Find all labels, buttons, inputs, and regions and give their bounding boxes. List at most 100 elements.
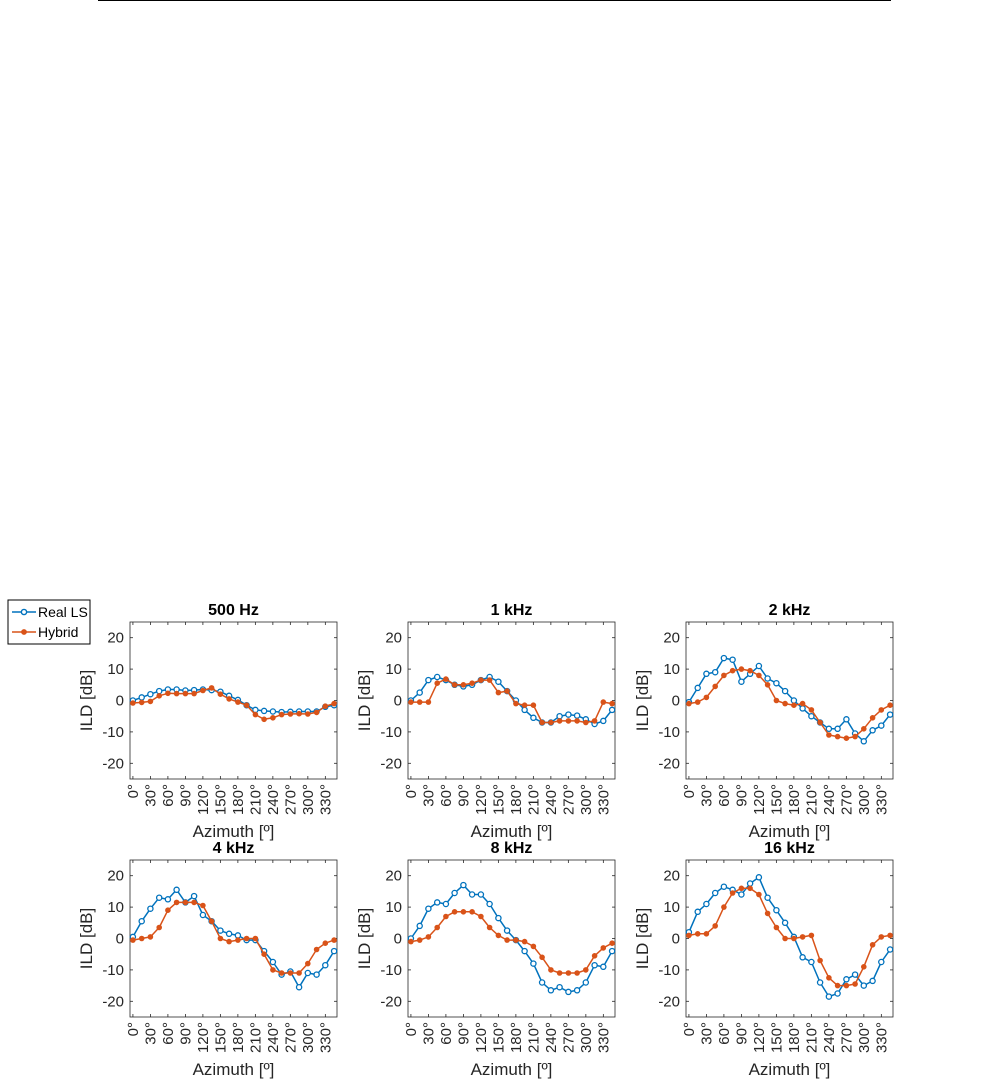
point-hybrid (130, 700, 136, 706)
point-real-ls (313, 971, 320, 978)
x-tick-label: 90° (455, 784, 472, 807)
point-hybrid (416, 699, 423, 705)
x-tick-label: 270° (282, 784, 299, 815)
x-tick-label: 270° (282, 1022, 299, 1053)
point-hybrid (261, 951, 267, 958)
point-hybrid (808, 707, 815, 713)
point-hybrid (416, 937, 423, 943)
point-real-ls (886, 711, 894, 718)
point-hybrid (182, 899, 189, 906)
x-tick-label: 150° (212, 1022, 229, 1053)
point-hybrid (703, 931, 710, 937)
y-axis-label: ILD [dB] (355, 908, 374, 969)
point-hybrid (469, 680, 475, 687)
point-hybrid (331, 937, 337, 943)
point-real-ls (755, 874, 763, 881)
point-hybrid (138, 699, 145, 706)
point-hybrid (408, 699, 414, 705)
point-real-ls (799, 954, 806, 961)
point-hybrid (548, 967, 554, 973)
x-tick-label: 60° (160, 1022, 177, 1045)
x-axis-label: Azimuth [º] (749, 822, 831, 841)
y-tick-label: -10 (658, 962, 680, 979)
point-hybrid (600, 945, 607, 951)
point-hybrid (504, 688, 510, 694)
x-tick-label: 90° (733, 1022, 750, 1045)
point-hybrid (287, 711, 294, 717)
point-hybrid (721, 904, 727, 910)
y-tick-label: -10 (380, 962, 402, 979)
point-real-ls (486, 900, 493, 908)
top-rule (98, 0, 891, 1)
x-tick-label: 60° (160, 784, 177, 807)
point-real-ls (260, 707, 268, 715)
point-hybrid (799, 700, 806, 707)
point-hybrid (296, 710, 302, 717)
point-hybrid (609, 700, 615, 707)
point-hybrid (609, 940, 615, 947)
point-real-ls (147, 905, 154, 912)
point-real-ls (155, 687, 163, 695)
x-tick-label: 240° (821, 1022, 838, 1053)
point-real-ls (591, 961, 598, 969)
point-hybrid (434, 680, 441, 687)
point-hybrid (200, 687, 206, 694)
point-hybrid (460, 909, 467, 915)
point-hybrid (270, 967, 276, 973)
y-tick-label: -20 (102, 993, 124, 1010)
x-tick-label: 0° (681, 1022, 698, 1036)
x-axis-label: Azimuth [º] (193, 822, 275, 841)
point-real-ls (304, 969, 312, 977)
y-tick-label: -10 (102, 724, 124, 741)
point-real-ls (234, 932, 242, 939)
point-real-ls (790, 697, 798, 704)
panel-title: 4 kHz (213, 840, 255, 857)
point-real-ls (573, 987, 581, 994)
point-hybrid (843, 982, 850, 989)
point-hybrid (156, 924, 162, 931)
x-tick-label: 210° (525, 1022, 542, 1053)
point-hybrid (852, 733, 858, 740)
x-tick-label: 90° (455, 1022, 472, 1045)
point-hybrid (843, 735, 850, 742)
point-hybrid (565, 970, 572, 976)
y-tick-label: 20 (663, 868, 680, 885)
point-real-ls (199, 911, 207, 919)
point-hybrid (756, 672, 762, 679)
y-axis-label: ILD [dB] (77, 908, 96, 969)
point-real-ls (433, 673, 441, 681)
point-real-ls (738, 678, 745, 685)
point-real-ls (799, 705, 806, 712)
point-hybrid (747, 667, 753, 674)
point-real-ls (295, 983, 303, 991)
point-hybrid (443, 676, 449, 682)
point-hybrid (313, 946, 320, 953)
x-tick-label: 330° (873, 784, 890, 815)
point-hybrid (305, 711, 311, 717)
x-tick-label: 240° (543, 784, 560, 815)
point-real-ls (711, 668, 719, 676)
point-hybrid (712, 683, 719, 690)
point-real-ls (442, 900, 450, 908)
x-tick-label: 120° (751, 784, 768, 815)
y-tick-label: 10 (663, 661, 680, 678)
point-hybrid (243, 935, 250, 942)
y-axis-label: ILD [dB] (355, 670, 374, 731)
point-real-ls (565, 711, 572, 718)
point-hybrid (530, 702, 537, 709)
point-real-ls (808, 712, 815, 720)
x-tick-label: 330° (873, 1022, 890, 1053)
point-hybrid (331, 700, 337, 707)
point-real-ls (330, 947, 338, 955)
point-real-ls (573, 712, 581, 719)
point-real-ls (834, 725, 841, 733)
point-hybrid (191, 690, 197, 697)
point-hybrid (217, 935, 224, 942)
point-real-ls (703, 900, 710, 908)
point-hybrid (513, 700, 519, 707)
point-hybrid (817, 719, 823, 726)
point-real-ls (425, 676, 432, 684)
point-hybrid (243, 702, 250, 709)
point-real-ls (425, 905, 432, 912)
